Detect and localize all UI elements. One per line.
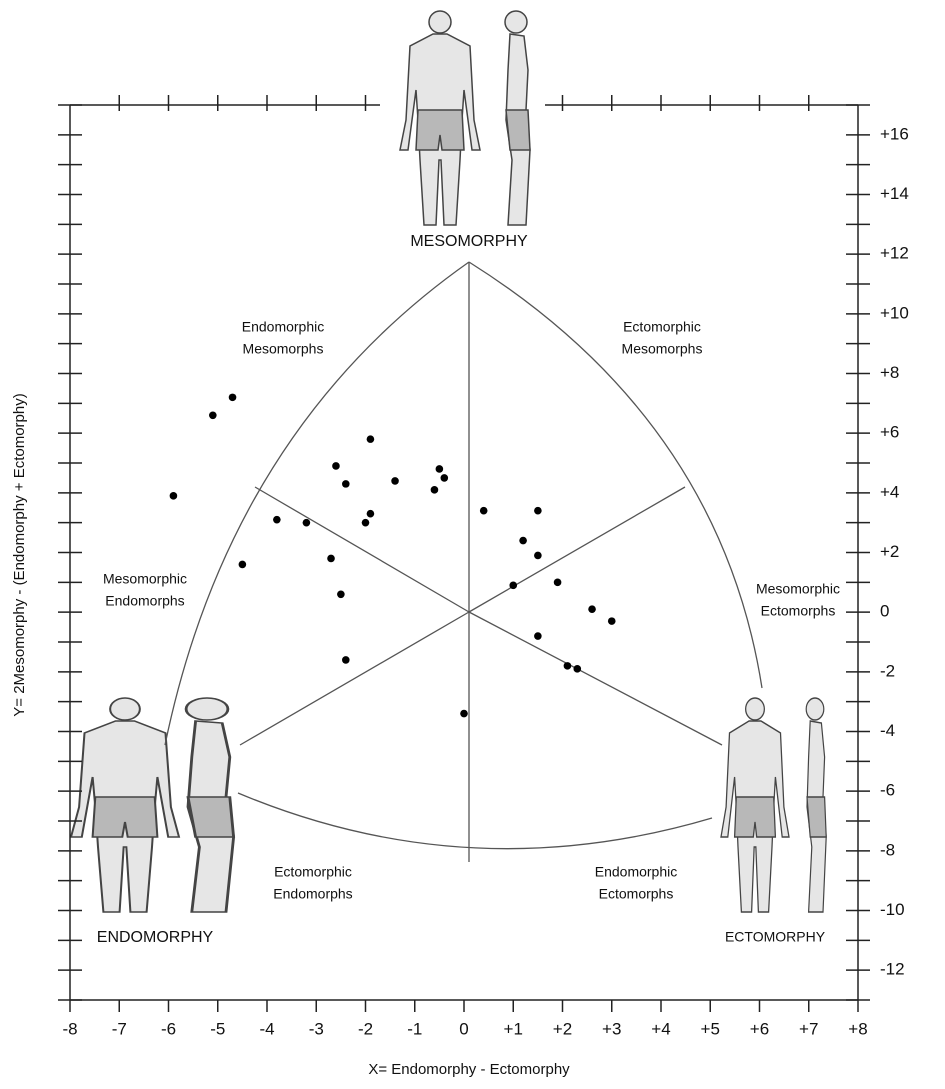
region-label: Endomorphs: [273, 886, 352, 902]
boundary: [238, 793, 712, 849]
data-point: [460, 710, 468, 718]
data-point: [273, 516, 281, 524]
x-tick-label: -2: [358, 1019, 373, 1038]
figure-label: ENDOMORPHY: [97, 929, 214, 946]
mesomorph-front: [400, 11, 480, 225]
x-tick-label: -3: [309, 1019, 324, 1038]
x-tick-label: +3: [602, 1019, 621, 1038]
x-tick-label: +2: [553, 1019, 572, 1038]
endomorph-front: [71, 698, 179, 912]
x-tick-label: +1: [504, 1019, 523, 1038]
data-point: [367, 510, 375, 518]
x-tick-label: -5: [210, 1019, 225, 1038]
y-tick-label: +14: [880, 184, 909, 203]
data-point: [391, 477, 399, 485]
divider: [240, 612, 469, 745]
data-point: [229, 394, 237, 402]
somatochart: MESOMORPHY ENDOMORPHY ECTOMORPHY X= Endo…: [0, 0, 945, 1084]
data-point: [534, 632, 542, 640]
y-tick-label: -6: [880, 781, 895, 800]
y-tick-label: -10: [880, 900, 905, 919]
x-tick-label: -4: [259, 1019, 274, 1038]
y-tick-label: +4: [880, 482, 899, 501]
ectomorph-front: [721, 698, 789, 912]
data-point: [170, 492, 178, 500]
data-point: [431, 486, 439, 494]
region-label: Mesomorphs: [622, 341, 703, 357]
region-label: Ectomorphic: [274, 864, 352, 880]
region-label: Ectomorphs: [761, 603, 836, 619]
y-tick-label: +12: [880, 244, 909, 263]
data-point: [509, 582, 517, 590]
data-point: [337, 590, 345, 598]
data-point: [608, 617, 616, 625]
x-tick-label: 0: [459, 1019, 468, 1038]
data-point: [239, 561, 247, 569]
region-label: Ectomorphic: [623, 319, 701, 335]
y-tick-label: +2: [880, 542, 899, 561]
divider: [469, 487, 685, 612]
y-tick-label: -2: [880, 661, 895, 680]
y-tick-label: -12: [880, 960, 905, 979]
region-label: Mesomorphic: [756, 581, 840, 597]
x-tick-label: -8: [62, 1019, 77, 1038]
data-point: [441, 474, 449, 482]
region-label: Endomorphic: [242, 319, 325, 335]
boundary: [469, 262, 762, 688]
region-label: Endomorphic: [595, 864, 678, 880]
data-point: [588, 605, 596, 613]
data-point: [534, 552, 542, 560]
divider: [469, 612, 722, 745]
region-label: Mesomorphs: [243, 341, 324, 357]
y-tick-label: +10: [880, 303, 909, 322]
data-point: [362, 519, 370, 527]
data-point: [327, 555, 335, 563]
data-point: [303, 519, 311, 527]
figure-label: MESOMORPHY: [410, 233, 528, 250]
data-point: [209, 411, 217, 419]
y-tick-label: -4: [880, 721, 895, 740]
data-point: [332, 462, 340, 470]
region-label: Ectomorphs: [599, 886, 674, 902]
x-tick-label: +7: [799, 1019, 818, 1038]
mesomorph-side: [505, 11, 530, 225]
y-tick-label: 0: [880, 602, 889, 621]
figures: [71, 11, 826, 912]
x-tick-label: +6: [750, 1019, 769, 1038]
data-point: [534, 507, 542, 515]
data-point: [367, 435, 375, 443]
endomorph-side: [186, 698, 234, 912]
x-tick-label: +4: [651, 1019, 670, 1038]
divider: [255, 487, 469, 612]
x-tick-label: +8: [848, 1019, 867, 1038]
data-point: [564, 662, 572, 670]
data-point: [342, 480, 350, 488]
data-point: [480, 507, 488, 515]
x-tick-label: -1: [407, 1019, 422, 1038]
region-label: Mesomorphic: [103, 571, 187, 587]
data-point: [519, 537, 527, 545]
data-point: [554, 579, 562, 587]
x-axis-title: X= Endomorphy - Ectomorphy: [368, 1061, 570, 1078]
data-point: [573, 665, 581, 673]
data-point: [342, 656, 350, 664]
x-tick-label: -7: [112, 1019, 127, 1038]
ectomorph-side: [806, 698, 826, 912]
y-axis-title: Y= 2Mesomorphy - (Endomorphy + Ectomorph…: [11, 393, 28, 716]
y-tick-label: +16: [880, 124, 909, 143]
data-point: [436, 465, 444, 473]
x-tick-label: +5: [701, 1019, 720, 1038]
y-tick-label: -8: [880, 840, 895, 859]
y-tick-label: +8: [880, 363, 899, 382]
x-tick-label: -6: [161, 1019, 176, 1038]
figure-label: ECTOMORPHY: [725, 929, 826, 945]
region-label: Endomorphs: [105, 593, 184, 609]
y-tick-label: +6: [880, 423, 899, 442]
